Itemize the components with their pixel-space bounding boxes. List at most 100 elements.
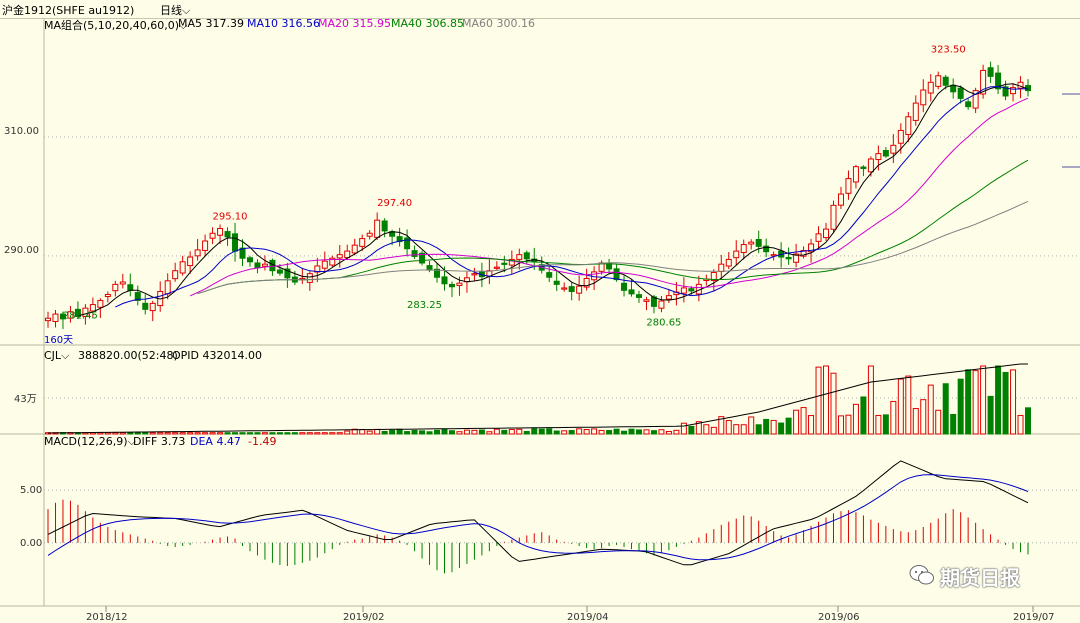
candle-body-42 — [359, 238, 366, 247]
volume-bar-123 — [965, 369, 972, 435]
volume-title: CJL — [44, 349, 62, 362]
volume-bar-59 — [486, 431, 493, 435]
candle-body-16 — [164, 280, 171, 295]
chevron-down-icon: ⌵ — [179, 19, 188, 32]
title-bar: 沪金1912(SHFE au1912) 日线⌵ — [0, 0, 1080, 19]
macd-indicator-dropdown[interactable]: MACD(12,26,9)⌵ — [44, 435, 136, 449]
volume-bar-9 — [112, 432, 119, 435]
volume-bar-42 — [359, 429, 366, 435]
volume-bar-93 — [740, 424, 747, 435]
volume-bar-105 — [830, 372, 837, 435]
volume-bar-62 — [508, 428, 515, 435]
candle-body-76 — [613, 268, 620, 281]
candle-body-115 — [905, 116, 912, 135]
candle-body-53 — [441, 276, 448, 285]
volume-bar-74 — [598, 429, 605, 435]
candle-body-96 — [763, 245, 770, 253]
symbol-label[interactable]: 沪金1912(SHFE au1912) — [2, 4, 135, 17]
candle-body-26 — [239, 247, 246, 259]
volume-bar-81 — [650, 430, 657, 435]
candle-body-45 — [381, 220, 388, 232]
candle-body-101 — [800, 250, 807, 257]
candle-body-48 — [404, 237, 411, 250]
volume-indicator-dropdown[interactable]: CJL⌵ — [44, 349, 69, 363]
candle-body-6 — [89, 304, 96, 312]
macd-tick-label-0: 5.00 — [20, 485, 42, 496]
volume-bar-96 — [763, 418, 770, 435]
candle-body-119 — [935, 75, 942, 87]
candle-body-17 — [172, 270, 179, 280]
volume-bar-40 — [344, 430, 351, 435]
volume-bar-122 — [957, 378, 964, 435]
volume-tick-label: 43万 — [14, 394, 37, 405]
candle-body-69 — [561, 287, 568, 290]
candle-body-123 — [965, 101, 972, 108]
macd-dea-line — [47, 474, 1029, 561]
candle-body-78 — [628, 289, 635, 295]
volume-bar-85 — [680, 422, 687, 435]
volume-bar-53 — [441, 428, 448, 435]
volume-bar-13 — [142, 432, 149, 435]
candle-body-52 — [434, 268, 441, 278]
volume-bar-103 — [815, 366, 822, 435]
volume-bar-79 — [635, 429, 642, 435]
candle-body-61 — [501, 262, 508, 265]
volume-bar-16 — [164, 432, 171, 435]
candle-body-35 — [306, 273, 313, 283]
volume-bar-35 — [306, 432, 313, 435]
candle-body-125 — [980, 69, 987, 95]
candle-body-55 — [456, 282, 463, 286]
candle-body-1 — [52, 313, 59, 322]
candle-body-23 — [217, 228, 224, 236]
volume-bar-33 — [291, 432, 298, 435]
volume-bar-97 — [770, 419, 777, 435]
ma-group-dropdown[interactable]: MA组合(5,10,20,40,60,0)⌵ — [44, 17, 187, 33]
candle-body-3 — [67, 311, 74, 319]
volume-bar-49 — [411, 429, 418, 435]
candle-body-89 — [710, 271, 717, 282]
candle-body-14 — [149, 302, 156, 312]
volume-bar-121 — [950, 413, 957, 435]
volume-bar-34 — [299, 432, 306, 435]
candle-body-109 — [860, 166, 867, 169]
candle-body-129 — [1010, 87, 1017, 95]
volume-bar-129 — [1010, 369, 1017, 435]
candle-body-43 — [366, 232, 373, 237]
volume-bar-36 — [314, 432, 321, 435]
candle-body-60 — [493, 266, 500, 269]
price-annotation-5: 281.45 — [63, 311, 98, 322]
candlestick-series — [45, 61, 1031, 329]
volume-bar-51 — [426, 431, 433, 435]
ma60-legend: MA60 300.16 — [462, 17, 535, 30]
volume-bar-64 — [523, 431, 530, 435]
volume-bar-90 — [718, 416, 725, 435]
candle-body-8 — [104, 293, 111, 298]
volume-bar-110 — [867, 365, 874, 435]
volume-bar-47 — [396, 428, 403, 435]
candle-body-120 — [942, 76, 949, 86]
volume-bar-70 — [568, 430, 575, 435]
period-dropdown[interactable]: 日线⌵ — [160, 2, 190, 18]
volume-bar-86 — [688, 425, 695, 435]
volume-bar-115 — [905, 375, 912, 435]
volume-bar-127 — [995, 365, 1002, 435]
macd-tick-label-1: 0.00 — [20, 538, 42, 549]
price-annotation-2: 297.40 — [377, 198, 412, 209]
open-interest-line — [47, 363, 1028, 434]
volume-bar-63 — [516, 428, 523, 435]
candle-body-82 — [658, 300, 665, 309]
candle-body-70 — [568, 286, 575, 293]
volume-bar-72 — [583, 429, 590, 435]
candle-body-40 — [344, 250, 351, 259]
candle-body-44 — [374, 219, 381, 238]
candle-body-0 — [45, 317, 51, 322]
candle-body-116 — [912, 102, 919, 121]
candle-body-27 — [246, 257, 253, 263]
candle-body-49 — [411, 250, 418, 257]
volume-bar-126 — [987, 395, 994, 435]
volume-bar-106 — [837, 415, 844, 435]
volume-bar-65 — [531, 428, 538, 435]
volume-bar-69 — [561, 430, 568, 435]
price-tick-label-1: 290.00 — [4, 245, 39, 256]
